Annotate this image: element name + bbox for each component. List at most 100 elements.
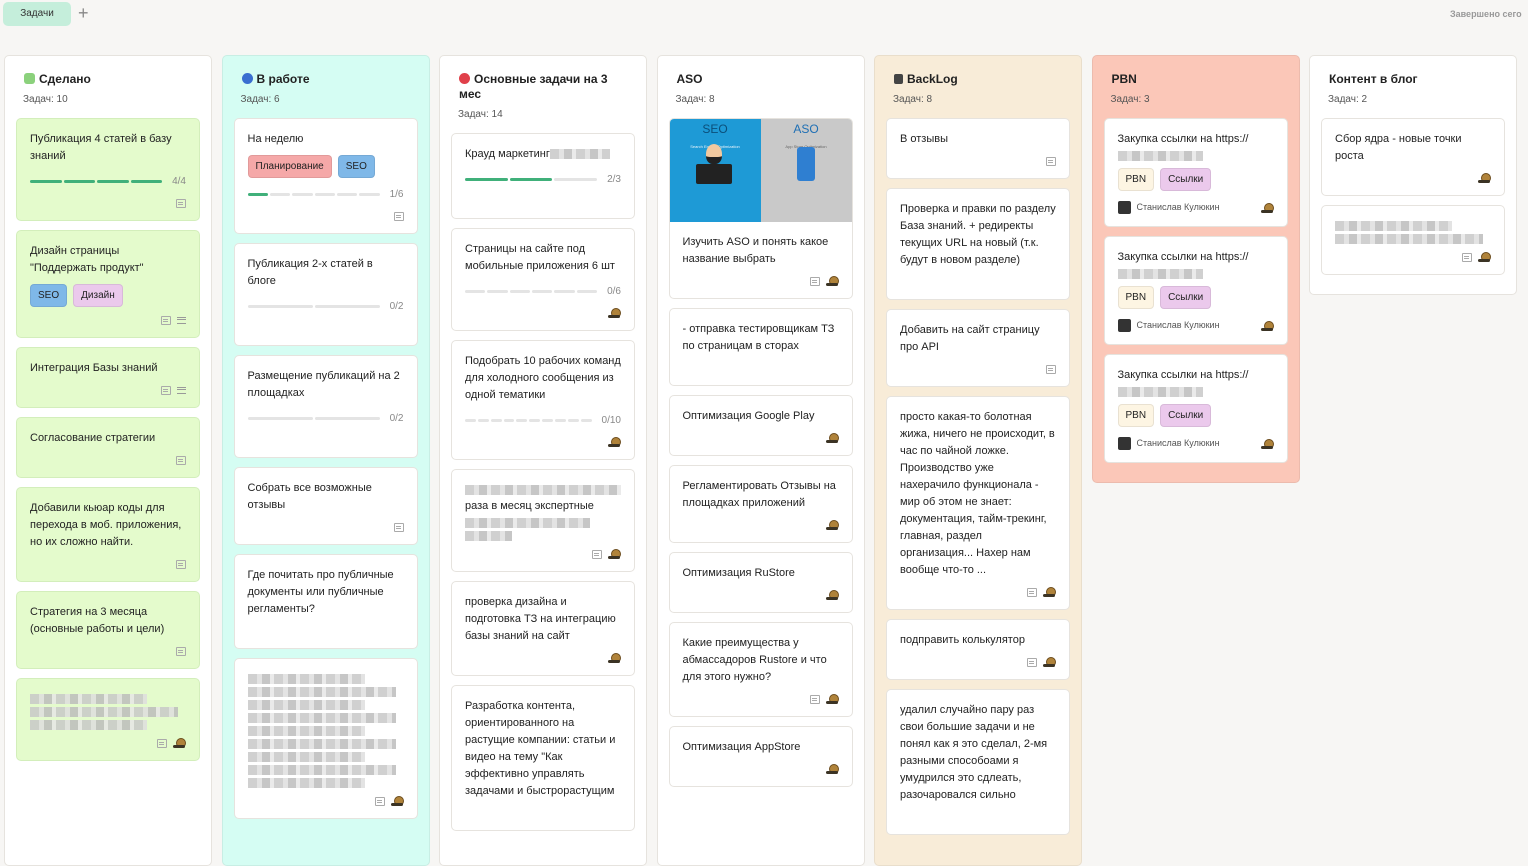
column-title[interactable]: PBN	[1104, 56, 1288, 87]
task-card[interactable]: Закупка ссылки на https:// PBN Ссылки Стани…	[1103, 118, 1288, 227]
task-card[interactable]: Добавить на сайт страницу про API	[886, 309, 1070, 387]
comment-icon[interactable]	[1046, 364, 1056, 374]
task-card[interactable]	[16, 678, 200, 761]
tag[interactable]: Ссылки	[1160, 404, 1212, 427]
task-card[interactable]: просто какая-то болотная жижа, ничего не…	[886, 396, 1070, 610]
task-card[interactable]: Регламентировать Отзывы на площадках при…	[668, 465, 853, 543]
snail-icon[interactable]	[825, 694, 839, 704]
snail-icon[interactable]	[390, 796, 404, 806]
task-card[interactable]	[1321, 205, 1505, 275]
plus-icon[interactable]: +	[78, 3, 89, 23]
column-title[interactable]: В работе	[234, 56, 418, 87]
task-card[interactable]: Закупка ссылки на https:// PBN Ссылки Стани…	[1103, 236, 1288, 345]
task-card[interactable]: Оптимизация AppStore	[668, 726, 853, 787]
assignee[interactable]: Станислав Кулюкин	[1117, 435, 1274, 452]
snail-icon[interactable]	[1260, 320, 1274, 331]
task-card[interactable]	[233, 658, 418, 819]
comment-icon[interactable]	[592, 549, 602, 559]
comment-icon[interactable]	[393, 211, 404, 221]
task-card[interactable]: Стратегия на 3 месяца (основные работы и…	[16, 591, 200, 669]
task-card[interactable]: проверка дизайна и подготовка ТЗ на инте…	[451, 581, 635, 676]
tag[interactable]: PBN	[1117, 404, 1155, 427]
tag[interactable]: PBN	[1117, 286, 1155, 309]
snail-icon[interactable]	[608, 549, 621, 559]
comment-icon[interactable]	[374, 796, 385, 806]
comment-icon[interactable]	[1462, 252, 1472, 262]
snail-icon[interactable]	[608, 437, 621, 447]
task-card[interactable]: Публикация 2-х статей в блоге 0/2	[233, 243, 418, 346]
tag[interactable]: PBN	[1117, 168, 1155, 191]
task-card[interactable]: Размещение публикаций на 2 площадках 0/2	[233, 355, 418, 458]
snail-icon[interactable]	[608, 653, 621, 663]
assignee[interactable]: Станислав Кулюкин	[1117, 317, 1274, 334]
snail-icon[interactable]	[825, 520, 839, 530]
task-card[interactable]: Оптимизация Google Play	[668, 395, 853, 456]
done-today-label[interactable]: Завершено сего	[1450, 9, 1522, 19]
task-card[interactable]: Какие преимущества у абмассадоров Rustor…	[668, 622, 853, 717]
task-card[interactable]: Добавили кьюар коды для перехода в моб. …	[16, 487, 200, 582]
comment-icon[interactable]	[809, 276, 820, 286]
snail-icon[interactable]	[173, 738, 186, 748]
comment-icon[interactable]	[161, 385, 171, 395]
tag[interactable]: Ссылки	[1160, 168, 1212, 191]
task-card[interactable]: Подобрать 10 рабочих команд для холодног…	[451, 340, 635, 460]
comment-icon[interactable]	[1027, 657, 1037, 667]
tag[interactable]: Ссылки	[1160, 286, 1212, 309]
task-card[interactable]: Публикация 4 статей в базу знаний 4/4	[16, 118, 200, 221]
comment-icon[interactable]	[809, 694, 820, 704]
task-card[interactable]: Страницы на сайте под мобильные приложен…	[451, 228, 635, 331]
comment-icon[interactable]	[176, 198, 186, 208]
comment-icon[interactable]	[1027, 587, 1037, 597]
task-card[interactable]: Собрать все возможные отзывы	[233, 467, 418, 545]
column-title[interactable]: Контент в блог	[1321, 56, 1505, 87]
task-card[interactable]: подправить колькулятор	[886, 619, 1070, 680]
snail-icon[interactable]	[1043, 587, 1056, 597]
tag[interactable]: SEO	[337, 155, 375, 178]
comment-icon[interactable]	[1046, 156, 1056, 166]
column-title[interactable]: Сделано	[16, 56, 200, 87]
tag[interactable]: Дизайн	[73, 284, 123, 307]
task-card[interactable]: В отзывы	[886, 118, 1070, 179]
column-title[interactable]: Основные задачи на 3 мес	[451, 56, 635, 102]
list-icon[interactable]	[177, 316, 186, 324]
snail-icon[interactable]	[1478, 252, 1491, 262]
comment-icon[interactable]	[176, 559, 186, 569]
snail-icon[interactable]	[1043, 657, 1056, 667]
task-card[interactable]: Крауд маркетинг 2/3	[451, 133, 635, 219]
task-card[interactable]: Дизайн страницы "Поддержать продукт" SEO Д…	[16, 230, 200, 338]
task-card[interactable]: Сбор ядра - новые точки роста	[1321, 118, 1505, 196]
card-title: просто какая-то болотная жижа, ничего не…	[900, 409, 1056, 579]
assignee[interactable]: Станислав Кулюкин	[1117, 199, 1274, 216]
snail-icon[interactable]	[825, 276, 839, 286]
snail-icon[interactable]	[1260, 202, 1274, 213]
comment-icon[interactable]	[176, 646, 186, 656]
task-card[interactable]: Где почитать про публичные документы или…	[233, 554, 418, 649]
task-card[interactable]: Согласование стратегии	[16, 417, 200, 478]
task-card[interactable]: На неделю Планирование SEO 1/6	[233, 118, 418, 234]
column-title[interactable]: BackLog	[886, 56, 1070, 87]
task-card[interactable]: удалил случайно пару раз свои большие за…	[886, 689, 1070, 835]
snail-icon[interactable]	[1260, 438, 1274, 449]
snail-icon[interactable]	[825, 764, 839, 774]
snail-icon[interactable]	[1478, 173, 1491, 183]
snail-icon[interactable]	[825, 433, 839, 443]
task-card[interactable]: - отправка тестировщикам ТЗ по страницам…	[668, 308, 853, 386]
comment-icon[interactable]	[161, 315, 171, 325]
task-card[interactable]: Оптимизация RuStore	[668, 552, 853, 613]
column-title[interactable]: ASO	[669, 56, 853, 87]
tab-tasks[interactable]: Задачи	[3, 2, 71, 26]
task-card[interactable]: раза в месяц экспертные	[451, 469, 635, 572]
task-card[interactable]: Проверка и правки по разделу База знаний…	[886, 188, 1070, 300]
comment-icon[interactable]	[393, 522, 404, 532]
task-card[interactable]: Закупка ссылки на https:// PBN Ссылки Стани…	[1103, 354, 1288, 463]
snail-icon[interactable]	[825, 590, 839, 600]
comment-icon[interactable]	[176, 455, 186, 465]
tag[interactable]: SEO	[30, 284, 68, 307]
list-icon[interactable]	[177, 386, 186, 394]
task-card[interactable]: Интеграция Базы знаний	[16, 347, 200, 408]
task-card[interactable]: Разработка контента, ориентированного на…	[451, 685, 635, 831]
snail-icon[interactable]	[608, 308, 621, 318]
comment-icon[interactable]	[157, 738, 167, 748]
tag[interactable]: Планирование	[247, 155, 332, 178]
